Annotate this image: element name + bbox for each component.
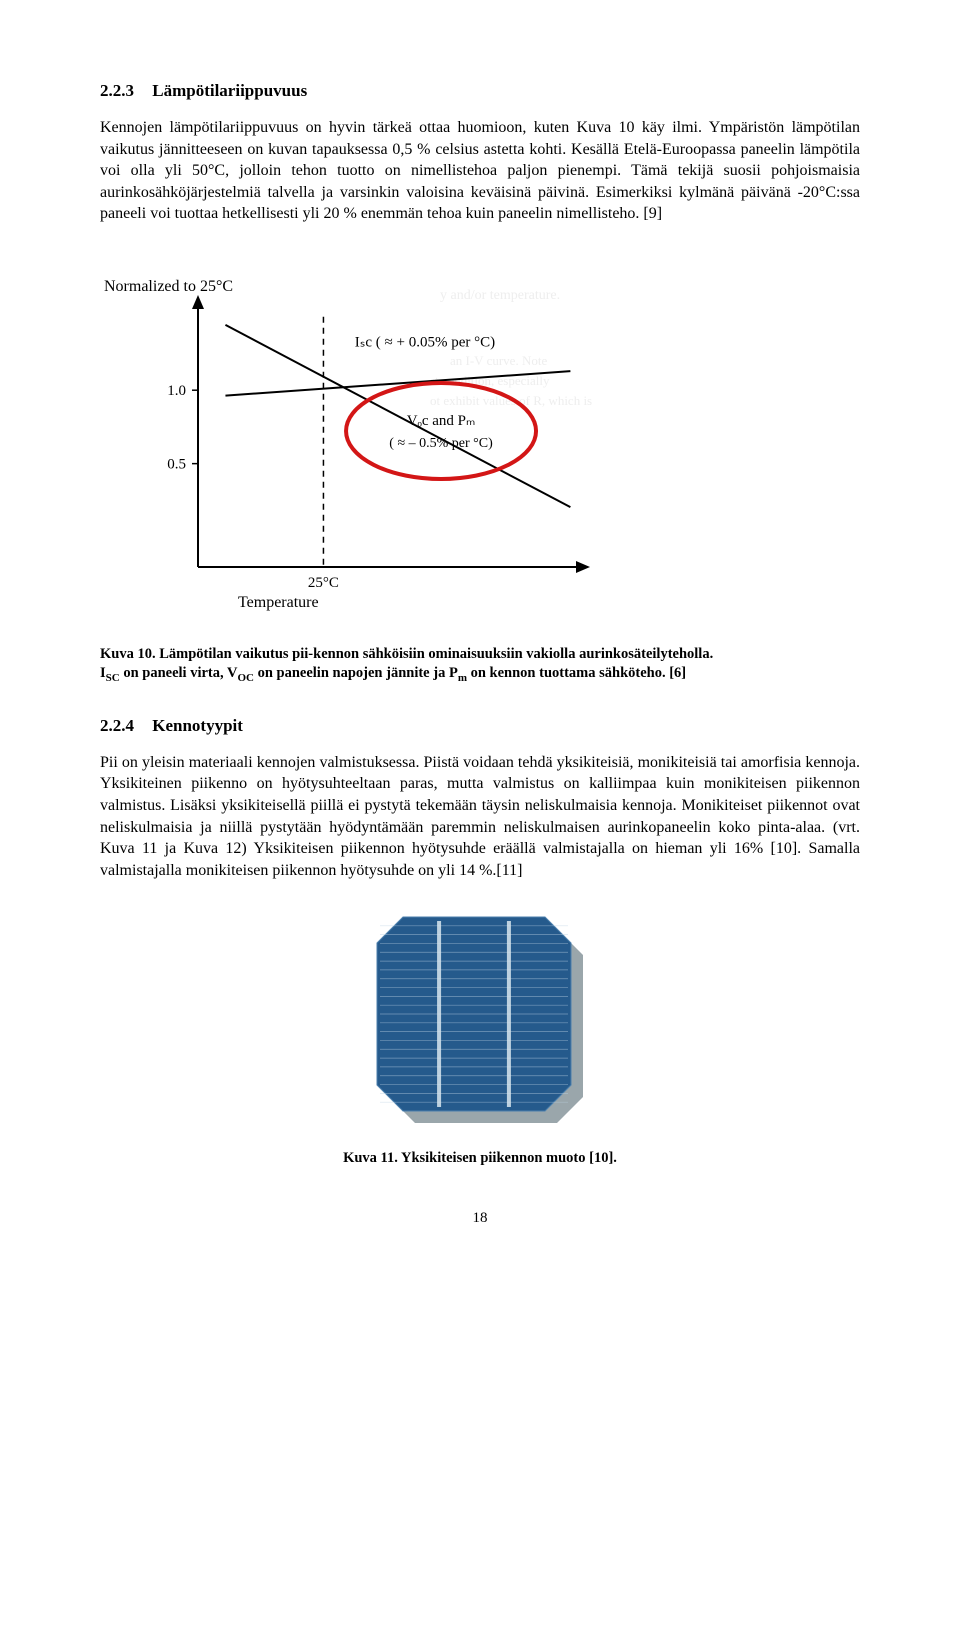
caption-suffix: on kennon tuottama sähköteho. [6] xyxy=(467,665,686,681)
figure-11: Kuva 11. Yksikiteisen piikennon muoto [1… xyxy=(100,905,860,1168)
section-title: Lämpötilariippuvuus xyxy=(152,81,307,100)
svg-text:25°C: 25°C xyxy=(308,575,339,591)
svg-text:( ≈ – 0.5% per °C): ( ≈ – 0.5% per °C) xyxy=(389,436,493,451)
caption-mid2: on paneelin napojen jännite ja P xyxy=(254,665,458,681)
svg-text:Normalized to 25°C: Normalized to 25°C xyxy=(104,278,233,295)
svg-text:Iₛc ( ≈ + 0.05% per °C): Iₛc ( ≈ + 0.05% per °C) xyxy=(355,335,495,351)
figure-11-caption: Kuva 11. Yksikiteisen piikennon muoto [1… xyxy=(100,1149,860,1168)
svg-text:1.0: 1.0 xyxy=(167,383,186,399)
caption-voc-sub: OC xyxy=(237,672,254,684)
paragraph-224: Pii on yleisin materiaali kennojen valmi… xyxy=(100,752,860,882)
section-number: 2.2.3 xyxy=(100,80,134,103)
caption-pm-sub: m xyxy=(458,672,467,684)
svg-text:Temperature: Temperature xyxy=(238,594,319,611)
section-number-224: 2.2.4 xyxy=(100,715,134,738)
caption-isc-sub: SC xyxy=(106,672,120,684)
section-heading-224: 2.2.4 Kennotyypit xyxy=(100,715,860,738)
paragraph-223: Kennojen lämpötilariippuvuus on hyvin tä… xyxy=(100,117,860,225)
section-title-224: Kennotyypit xyxy=(152,716,243,735)
caption-text: Kuva 10. Lämpötilan vaikutus pii-kennon … xyxy=(100,646,713,662)
figure-10: y and/or temperature.an I-V curve. Notes… xyxy=(100,275,860,615)
svg-text:Vₒc and Pₘ: Vₒc and Pₘ xyxy=(407,413,476,429)
temperature-chart: y and/or temperature.an I-V curve. Notes… xyxy=(100,275,600,615)
svg-text:0.5: 0.5 xyxy=(167,457,186,473)
page-number: 18 xyxy=(100,1208,860,1228)
section-heading-223: 2.2.3 Lämpötilariippuvuus xyxy=(100,80,860,103)
svg-text:y and/or temperature.: y and/or temperature. xyxy=(440,288,560,303)
svg-text:an I-V curve. Note: an I-V curve. Note xyxy=(450,353,547,368)
figure-10-caption: Kuva 10. Lämpötilan vaikutus pii-kennon … xyxy=(100,645,860,685)
solar-cell-image xyxy=(365,905,595,1135)
caption-mid1: on paneeli virta, V xyxy=(120,665,238,681)
